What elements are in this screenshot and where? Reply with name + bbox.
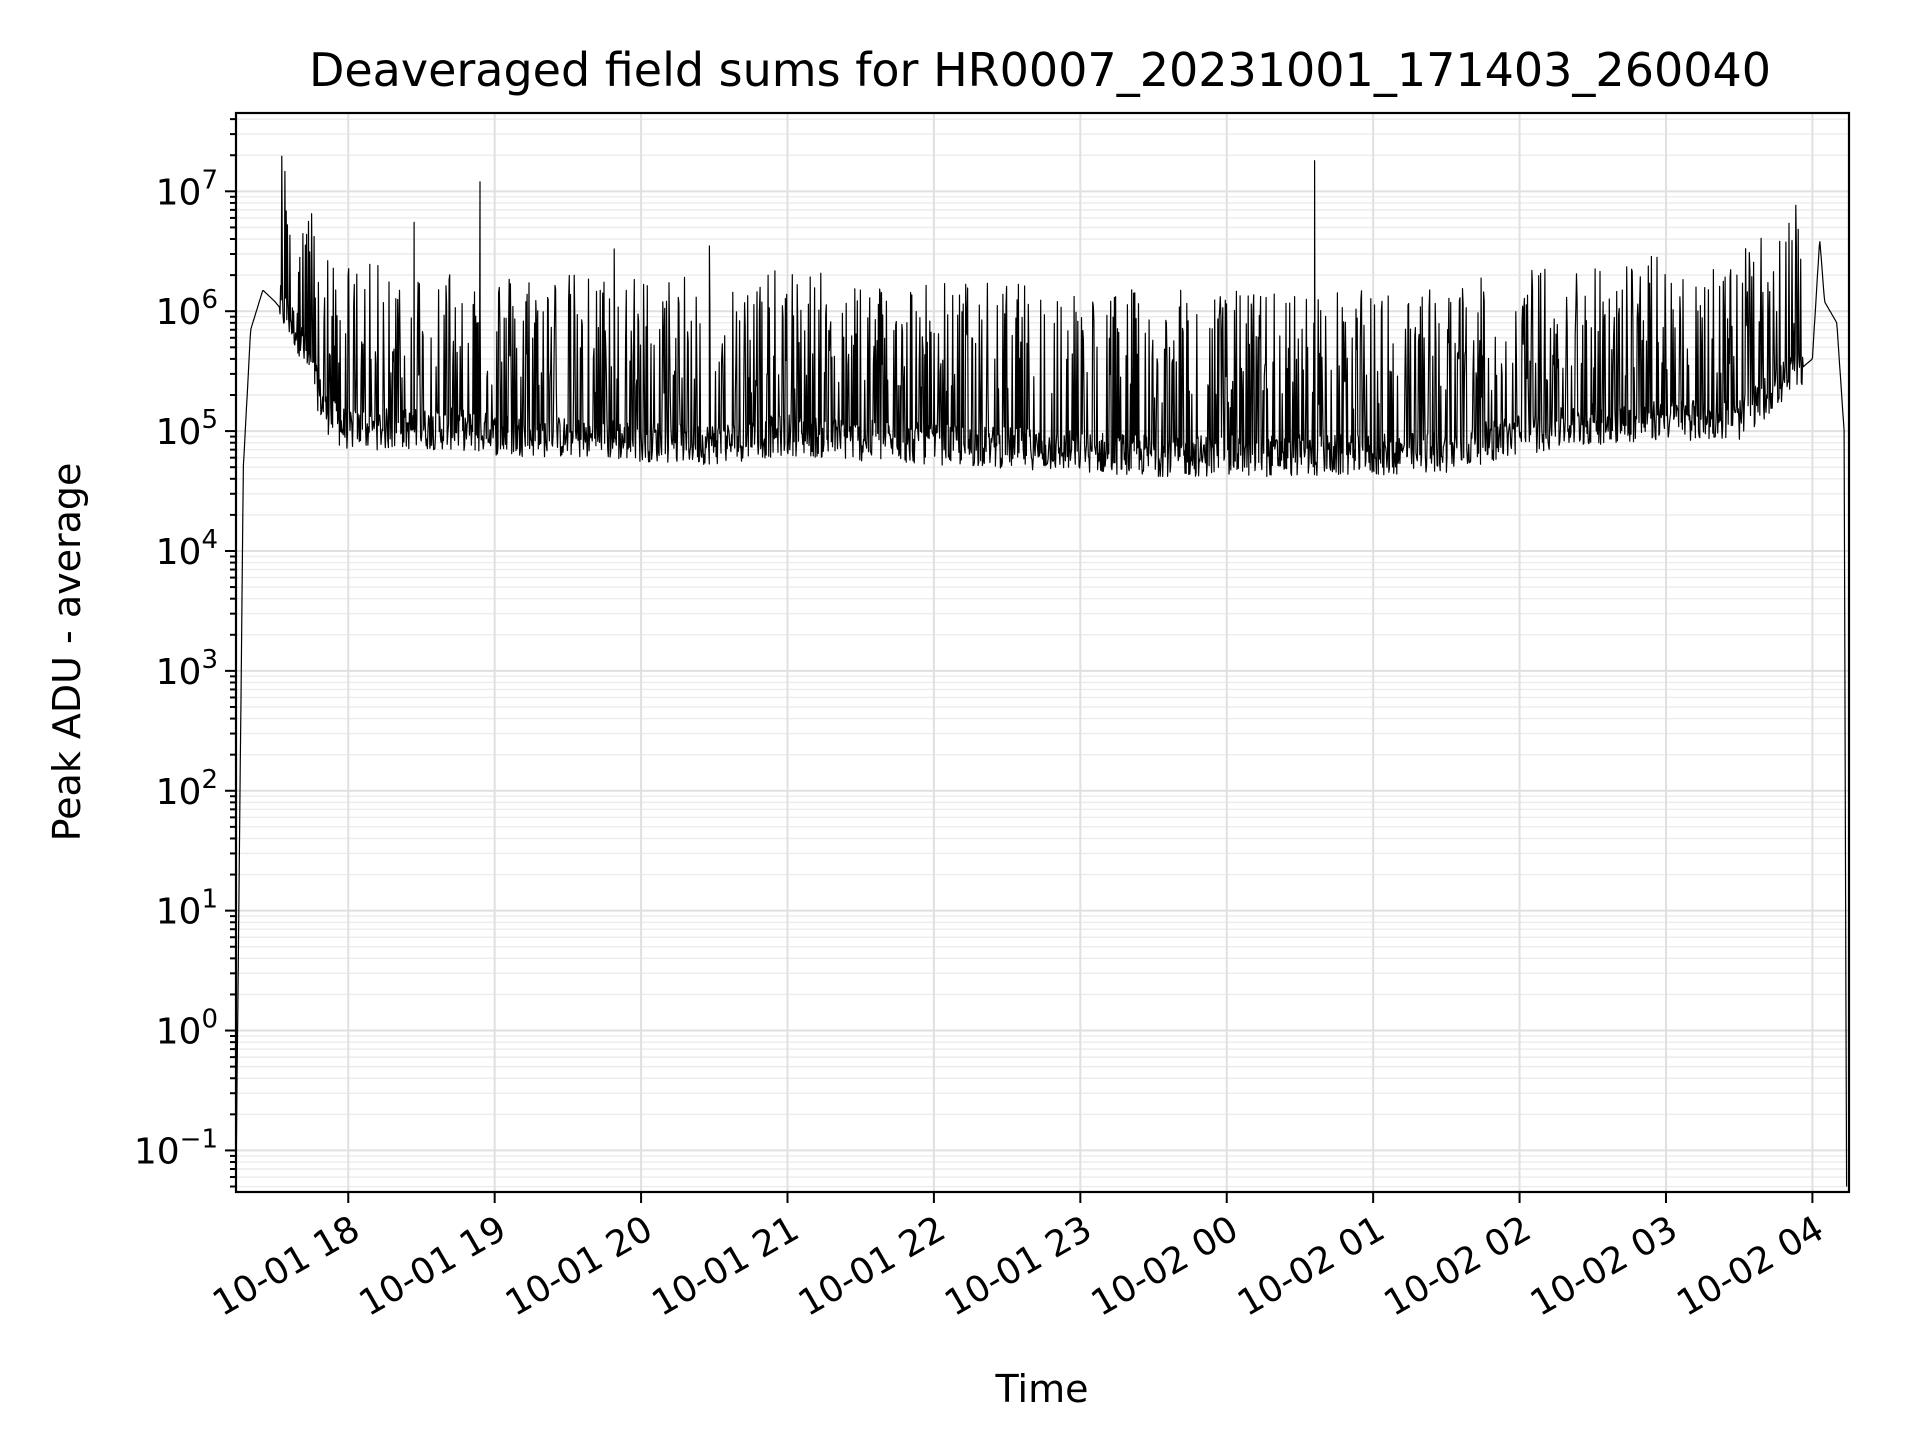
y-tick-label: 101	[156, 885, 218, 933]
x-tick-label: 10-02 04	[1670, 1208, 1831, 1324]
x-tick-label: 10-02 02	[1377, 1208, 1538, 1324]
x-tick-label: 10-02 01	[1231, 1208, 1392, 1324]
x-axis-label: Time	[995, 1367, 1089, 1411]
y-tick-label: 104	[156, 525, 218, 573]
x-tick-label: 10-02 03	[1524, 1208, 1685, 1324]
series-line	[235, 155, 1848, 1187]
y-tick-label: 107	[156, 165, 218, 213]
x-tick-label: 10-01 21	[645, 1208, 806, 1324]
y-tick-label: 10−1	[134, 1124, 218, 1172]
chart-title: Deaveraged field sums for HR0007_2023100…	[309, 43, 1771, 97]
y-tick-label: 106	[156, 285, 218, 333]
x-tick-label: 10-01 20	[499, 1208, 660, 1324]
grid	[236, 113, 1849, 1192]
y-tick-label: 102	[156, 765, 218, 813]
y-axis: 10−1 100 101 102 103 104 105 106 107	[134, 118, 236, 1188]
x-tick-label: 10-02 00	[1085, 1208, 1246, 1324]
x-tick-label: 10-01 22	[792, 1208, 953, 1324]
x-tick-label: 10-01 18	[206, 1208, 367, 1324]
x-tick-label: 10-01 23	[938, 1208, 1099, 1324]
x-tick-label: 10-01 19	[352, 1208, 513, 1324]
y-axis-label: Peak ADU - average	[45, 463, 89, 842]
plot-frame	[234, 111, 1851, 1194]
y-tick-label: 100	[156, 1005, 218, 1053]
y-tick-label: 103	[156, 645, 218, 693]
y-tick-label: 105	[156, 405, 218, 453]
